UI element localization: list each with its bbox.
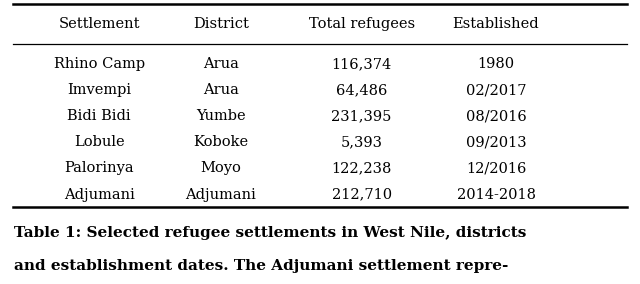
Text: 212,710: 212,710 <box>332 187 392 202</box>
Text: Imvempi: Imvempi <box>67 83 131 97</box>
Text: 1980: 1980 <box>477 57 515 71</box>
Text: Bidi Bidi: Bidi Bidi <box>67 109 131 123</box>
Text: Arua: Arua <box>203 57 239 71</box>
Text: District: District <box>193 17 249 31</box>
Text: Lobule: Lobule <box>74 135 125 149</box>
Text: Rhino Camp: Rhino Camp <box>54 57 145 71</box>
Text: 2014-2018: 2014-2018 <box>456 187 536 202</box>
Text: Settlement: Settlement <box>58 17 140 31</box>
Text: Yumbe: Yumbe <box>196 109 246 123</box>
Text: Total refugees: Total refugees <box>308 17 415 31</box>
Text: Palorinya: Palorinya <box>65 161 134 176</box>
Text: Arua: Arua <box>203 83 239 97</box>
Text: Koboke: Koboke <box>193 135 248 149</box>
Text: Adjumani: Adjumani <box>186 187 256 202</box>
Text: 122,238: 122,238 <box>332 161 392 176</box>
Text: 02/2017: 02/2017 <box>466 83 526 97</box>
Text: 09/2013: 09/2013 <box>466 135 526 149</box>
Text: and establishment dates. The Adjumani settlement repre-: and establishment dates. The Adjumani se… <box>14 259 508 273</box>
Text: Established: Established <box>452 17 540 31</box>
Text: 116,374: 116,374 <box>332 57 392 71</box>
Text: Adjumani: Adjumani <box>64 187 134 202</box>
Text: 12/2016: 12/2016 <box>466 161 526 176</box>
Text: 5,393: 5,393 <box>340 135 383 149</box>
Text: 08/2016: 08/2016 <box>466 109 526 123</box>
Text: 64,486: 64,486 <box>336 83 387 97</box>
Text: Moyo: Moyo <box>200 161 241 176</box>
Text: Table 1: Selected refugee settlements in West Nile, districts: Table 1: Selected refugee settlements in… <box>14 226 527 241</box>
Text: 231,395: 231,395 <box>332 109 392 123</box>
